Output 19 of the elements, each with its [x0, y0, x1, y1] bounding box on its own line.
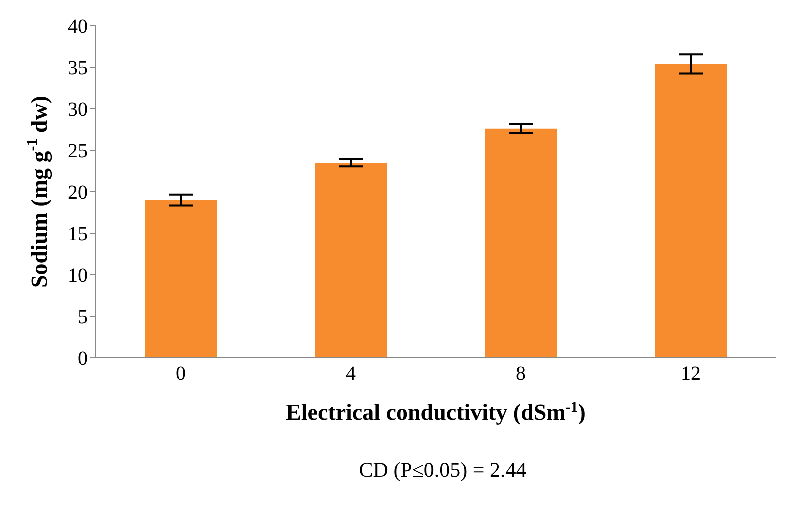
bar: [485, 128, 557, 358]
y-tick-label: 15: [68, 224, 88, 246]
bar: [315, 162, 387, 358]
x-tick-label: 12: [681, 363, 701, 386]
y-tick-label: 35: [68, 58, 88, 80]
y-tick-label: 0: [78, 348, 88, 370]
x-tick-label: 0: [176, 363, 186, 386]
bar: [655, 64, 727, 358]
x-tick-label: 4: [346, 363, 356, 386]
x-tick-label: 8: [516, 363, 526, 386]
y-tick-label: 30: [68, 99, 88, 122]
y-tick-label: 5: [78, 306, 88, 329]
y-tick-label: 40: [68, 16, 88, 38]
text: CD (P≤0.05) = 2.44: [358, 458, 528, 483]
bar: [145, 200, 217, 358]
x-axis-title: Electrical conductivity (dSm$^{-1}$): [286, 400, 586, 425]
y-tick-label: 25: [68, 140, 88, 163]
y-tick-label: 10: [68, 265, 88, 288]
y-tick-label: 20: [68, 182, 88, 204]
